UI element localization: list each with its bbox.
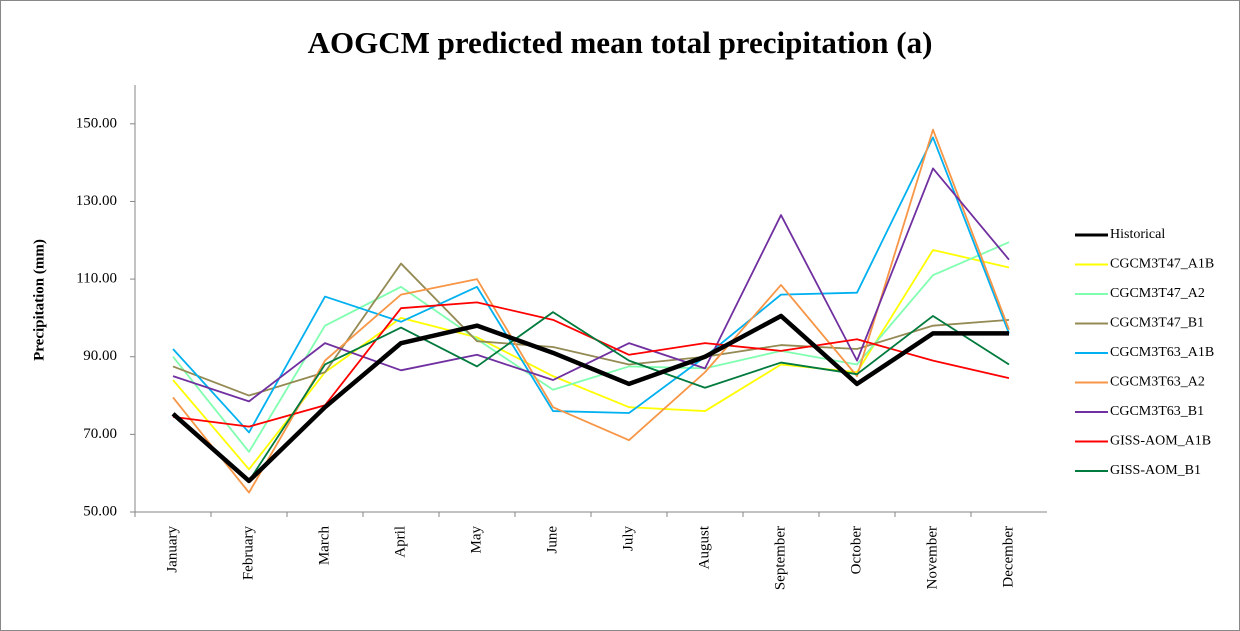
y-tick-label: 70.00 <box>83 426 117 442</box>
series-line <box>172 311 1010 482</box>
series-line <box>171 313 1009 484</box>
legend-label: CGCM3T63_A1B <box>1110 345 1214 360</box>
x-tick-label: May <box>468 526 484 554</box>
y-tick-label: 50.00 <box>83 503 117 519</box>
x-tick-label: July <box>620 526 636 552</box>
legend-label: GISS-AOM_B1 <box>1110 463 1201 478</box>
y-tick-label: 110.00 <box>76 271 117 287</box>
legend-label: CGCM3T63_B1 <box>1110 404 1204 419</box>
x-tick-label: January <box>164 526 180 573</box>
series-line <box>172 249 1010 471</box>
series-line <box>172 136 1010 434</box>
series-line <box>172 262 1010 397</box>
x-tick-label: March <box>316 526 332 566</box>
legend-label: CGCM3T63_A2 <box>1110 375 1205 390</box>
y-axis-label: Precipitation (mm) <box>31 239 47 361</box>
legend-label: CGCM3T47_A2 <box>1110 286 1205 301</box>
x-tick-label: June <box>544 526 560 554</box>
legend-label: CGCM3T47_A1B <box>1110 257 1214 272</box>
legend-label: Historical <box>1110 227 1165 242</box>
x-tick-label: November <box>924 526 940 589</box>
x-tick-label: August <box>696 525 712 569</box>
series-line <box>172 241 1010 453</box>
x-tick-label: October <box>848 526 864 574</box>
x-tick-label: April <box>392 526 408 558</box>
y-tick-label: 90.00 <box>83 348 117 364</box>
series-line <box>172 167 1010 403</box>
y-tick-label: 130.00 <box>76 193 117 209</box>
legend-label: CGCM3T47_B1 <box>1110 316 1204 331</box>
y-tick-label: 150.00 <box>76 115 117 131</box>
x-tick-label: September <box>772 526 788 590</box>
x-tick-label: December <box>1000 526 1016 588</box>
chart-title: AOGCM predicted mean total precipitation… <box>308 25 933 60</box>
x-tick-label: February <box>240 526 256 581</box>
legend-label: GISS-AOM_A1B <box>1110 434 1211 449</box>
